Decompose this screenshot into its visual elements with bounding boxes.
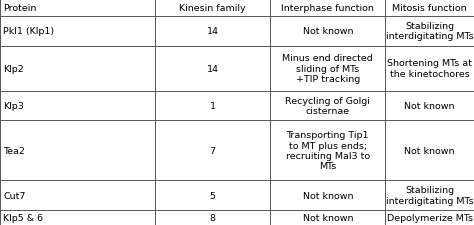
Text: Not known: Not known — [302, 213, 353, 222]
Text: Mitosis function: Mitosis function — [392, 4, 467, 13]
Text: Stabilizing
interdigitating MTs: Stabilizing interdigitating MTs — [386, 186, 474, 205]
Text: 14: 14 — [207, 64, 219, 73]
Text: Pkl1 (Klp1): Pkl1 (Klp1) — [3, 27, 55, 36]
Text: Klp3: Klp3 — [3, 101, 24, 110]
Text: 8: 8 — [210, 213, 216, 222]
Text: Klp2: Klp2 — [3, 64, 24, 73]
Text: Not known: Not known — [302, 191, 353, 200]
Text: 14: 14 — [207, 27, 219, 36]
Text: Stabilizing
interdigitating MTs: Stabilizing interdigitating MTs — [386, 22, 474, 41]
Text: Interphase function: Interphase function — [282, 4, 374, 13]
Text: 1: 1 — [210, 101, 216, 110]
Text: Not known: Not known — [404, 101, 455, 110]
Text: Not known: Not known — [404, 146, 455, 155]
Text: Tea2: Tea2 — [3, 146, 25, 155]
Text: Transporting Tip1
to MT plus ends;
recruiting Mal3 to
MTs: Transporting Tip1 to MT plus ends; recru… — [286, 130, 370, 171]
Text: Minus end directed
sliding of MTs
+TIP tracking: Minus end directed sliding of MTs +TIP t… — [283, 54, 373, 84]
Text: Depolymerize MTs: Depolymerize MTs — [387, 213, 473, 222]
Text: Recycling of Golgi
cisternae: Recycling of Golgi cisternae — [285, 96, 370, 116]
Text: Kinesin family: Kinesin family — [179, 4, 246, 13]
Text: 5: 5 — [210, 191, 216, 200]
Text: Shortening MTs at
the kinetochores: Shortening MTs at the kinetochores — [387, 59, 472, 79]
Text: Not known: Not known — [302, 27, 353, 36]
Text: Cut7: Cut7 — [3, 191, 26, 200]
Text: 7: 7 — [210, 146, 216, 155]
Text: Protein: Protein — [3, 4, 36, 13]
Text: Klp5 & 6: Klp5 & 6 — [3, 213, 44, 222]
